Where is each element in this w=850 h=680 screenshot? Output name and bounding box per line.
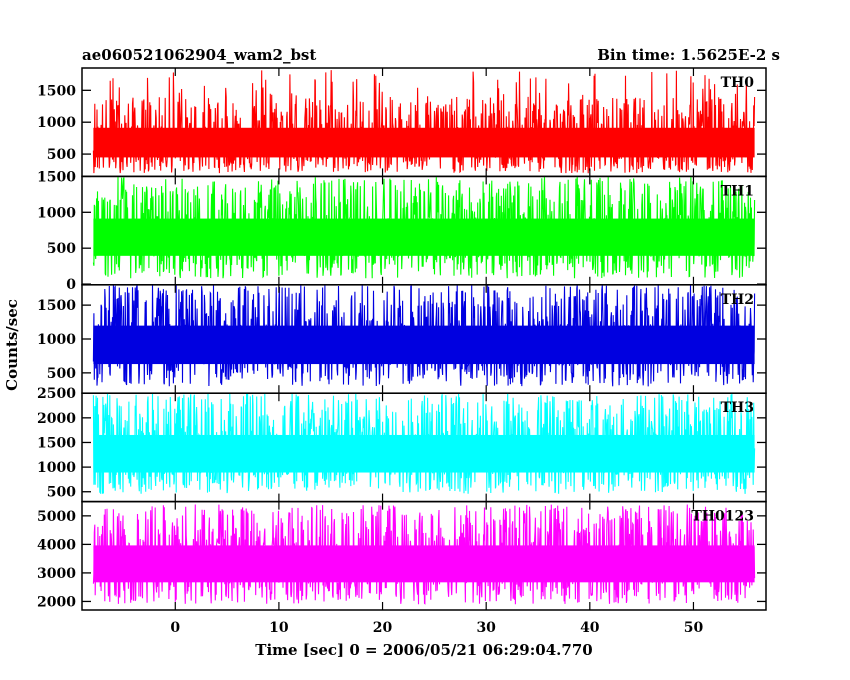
panel-frame-th0123 (81, 500, 767, 611)
panels-group: 500 1000 1500 TH0 0 500 1000 1500 TH1 500 1000 1500… (37, 67, 767, 611)
y-tick-label: 2000 (37, 411, 76, 427)
x-tick-label: 30 (476, 620, 496, 636)
chart-title: ae060521062904_wam2_bst (82, 46, 316, 64)
panel-label-th0123: TH0123 (691, 509, 754, 525)
panel-label-th2: TH2 (721, 292, 754, 308)
y-tick-label: 2000 (37, 594, 76, 610)
panel-label-th1: TH1 (721, 183, 754, 199)
x-axis: 0 10 20 30 40 50 (170, 620, 703, 636)
y-tick-label: 500 (47, 366, 76, 382)
y-tick-label: 500 (47, 485, 76, 501)
panel-label-th3: TH3 (721, 400, 754, 416)
series-line-th0 (92, 70, 756, 174)
series-band-th2 (93, 325, 755, 365)
y-tick-label: 1000 (37, 460, 76, 476)
x-tick-label: 20 (373, 620, 393, 636)
x-tick-label: 0 (170, 620, 180, 636)
y-tick-label: 1500 (37, 435, 76, 451)
x-axis-label: Time [sec] 0 = 2006/05/21 06:29:04.770 (255, 641, 592, 659)
y-tick-label: 500 (47, 241, 76, 257)
series-band-th0 (93, 127, 755, 158)
bin-time-label: Bin time: 1.5625E-2 s (597, 46, 780, 64)
y-tick-label: 500 (47, 147, 76, 163)
x-tick-label: 40 (580, 620, 600, 636)
y-tick-label: 4000 (37, 537, 76, 553)
panel-label-th0: TH0 (721, 75, 755, 91)
y-tick-label: 1500 (37, 169, 76, 185)
y-tick-label: 5000 (37, 509, 76, 525)
series-band-th0123 (93, 545, 755, 583)
x-tick-label: 50 (684, 620, 704, 636)
y-tick-label: 1500 (37, 83, 76, 99)
y-tick-label: 2500 (37, 386, 76, 402)
y-tick-label: 1000 (37, 115, 76, 131)
y-tick-label: 3000 (37, 566, 76, 582)
y-tick-label: 0 (66, 277, 76, 293)
y-tick-label: 1000 (37, 332, 76, 348)
y-axis-label: Counts/sec (3, 299, 21, 391)
series-band-th1 (93, 218, 755, 256)
series-band-th3 (93, 434, 755, 473)
y-tick-label: 1500 (37, 298, 76, 314)
x-tick-label: 10 (269, 620, 289, 636)
y-tick-label: 1000 (37, 205, 76, 221)
